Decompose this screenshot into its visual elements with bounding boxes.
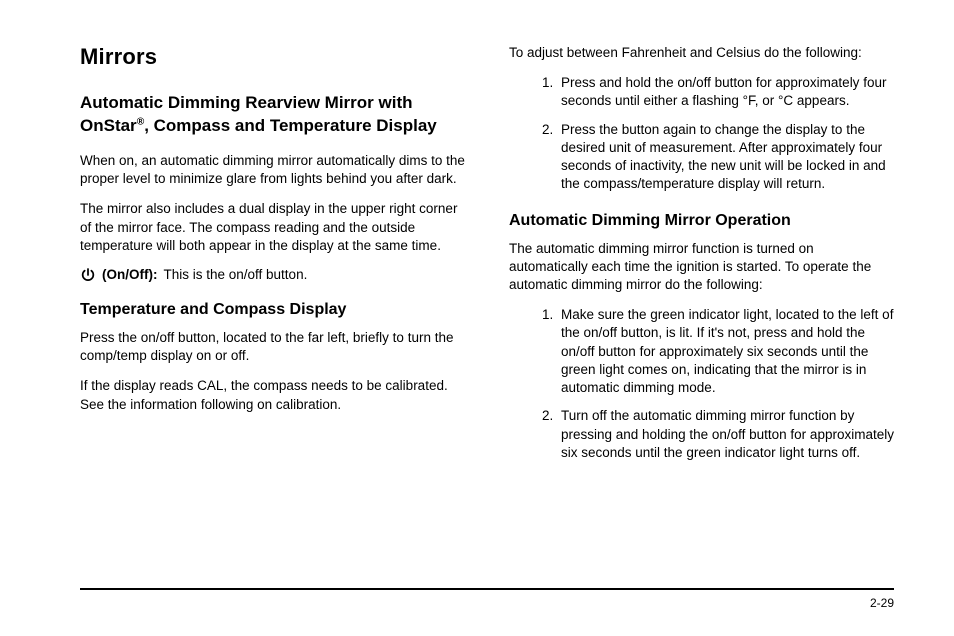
footer-rule (80, 588, 894, 590)
page-number: 2-29 (80, 596, 894, 610)
onoff-line: (On/Off): This is the on/off button. (80, 267, 465, 283)
subheading-dimming-operation: Automatic Dimming Mirror Operation (509, 212, 894, 230)
onoff-text: This is the on/off button. (163, 267, 307, 282)
right-column: To adjust between Fahrenheit and Celsius… (509, 44, 894, 472)
left-column: Mirrors Automatic Dimming Rearview Mirro… (80, 44, 465, 472)
list-item: Turn off the automatic dimming mirror fu… (557, 407, 894, 462)
paragraph: The automatic dimming mirror function is… (509, 240, 894, 295)
list-item: Make sure the green indicator light, loc… (557, 306, 894, 397)
page-footer: 2-29 (80, 588, 894, 610)
paragraph: When on, an automatic dimming mirror aut… (80, 152, 465, 188)
paragraph: To adjust between Fahrenheit and Celsius… (509, 44, 894, 62)
list-item: Press the button again to change the dis… (557, 121, 894, 194)
fahrenheit-celsius-steps: Press and hold the on/off button for app… (509, 74, 894, 193)
paragraph: If the display reads CAL, the compass ne… (80, 377, 465, 413)
list-item: Press and hold the on/off button for app… (557, 74, 894, 110)
page-title: Mirrors (80, 44, 465, 70)
power-icon (80, 267, 96, 283)
section-heading-mirror: Automatic Dimming Rearview Mirror with O… (80, 92, 465, 138)
paragraph: The mirror also includes a dual display … (80, 200, 465, 255)
dimming-operation-steps: Make sure the green indicator light, loc… (509, 306, 894, 462)
subheading-temp-compass: Temperature and Compass Display (80, 301, 465, 319)
content-columns: Mirrors Automatic Dimming Rearview Mirro… (80, 44, 894, 472)
paragraph: Press the on/off button, located to the … (80, 329, 465, 365)
onoff-label: (On/Off): (102, 267, 157, 282)
